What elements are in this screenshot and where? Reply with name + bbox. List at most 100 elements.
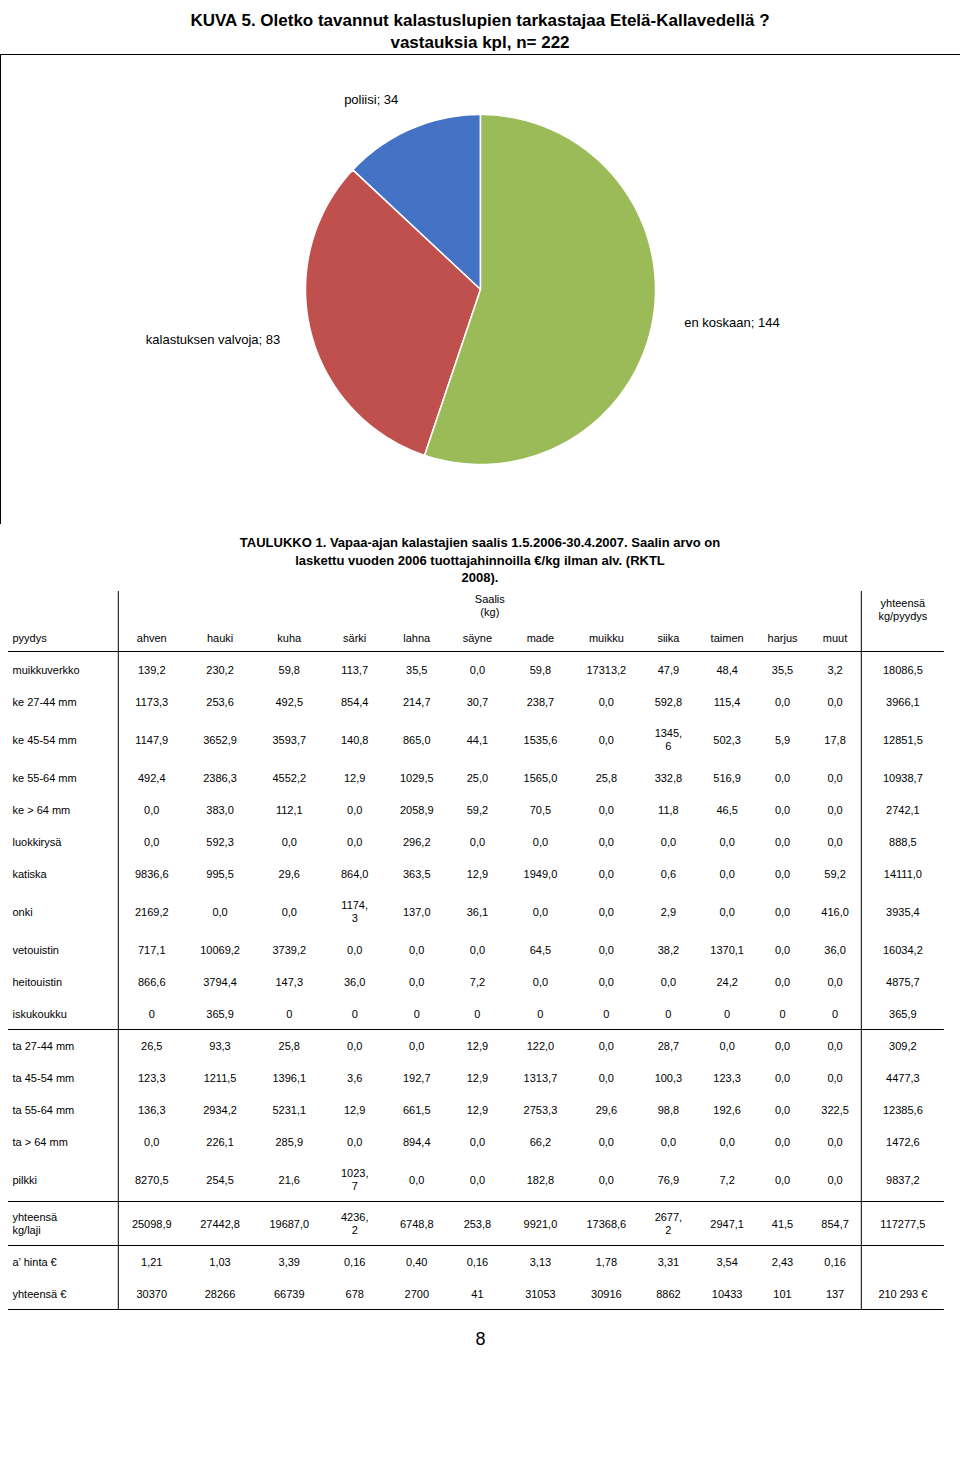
svg-text:0,0: 0,0 — [775, 905, 790, 917]
svg-text:0,0: 0,0 — [599, 1173, 614, 1185]
svg-text:28266: 28266 — [205, 1287, 236, 1299]
svg-text:0: 0 — [414, 1007, 420, 1019]
svg-text:0,0: 0,0 — [533, 975, 548, 987]
svg-text:17313,2: 17313,2 — [586, 663, 626, 675]
svg-text:0,0: 0,0 — [409, 1173, 424, 1185]
svg-text:0,0: 0,0 — [827, 1135, 842, 1147]
svg-text:0,0: 0,0 — [599, 975, 614, 987]
svg-text:4875,7: 4875,7 — [886, 975, 920, 987]
svg-text:0,0: 0,0 — [470, 1173, 485, 1185]
svg-text:137,0: 137,0 — [403, 905, 431, 917]
svg-text:123,3: 123,3 — [138, 1071, 166, 1083]
svg-text:0,0: 0,0 — [144, 803, 159, 815]
svg-text:1023,7: 1023,7 — [341, 1167, 369, 1192]
svg-text:5,9: 5,9 — [775, 733, 790, 745]
svg-text:36,0: 36,0 — [344, 975, 365, 987]
svg-text:0,0: 0,0 — [599, 695, 614, 707]
svg-text:10069,2: 10069,2 — [200, 943, 240, 955]
svg-text:3,39: 3,39 — [279, 1255, 300, 1267]
svg-text:3,54: 3,54 — [716, 1255, 737, 1267]
svg-text:1029,5: 1029,5 — [400, 771, 434, 783]
svg-text:48,4: 48,4 — [716, 663, 737, 675]
svg-text:30916: 30916 — [591, 1287, 622, 1299]
svg-text:12,9: 12,9 — [467, 1071, 488, 1083]
svg-text:416,0: 416,0 — [821, 905, 849, 917]
svg-text:296,2: 296,2 — [403, 835, 431, 847]
svg-text:10938,7: 10938,7 — [883, 771, 923, 783]
svg-text:0,0: 0,0 — [775, 695, 790, 707]
svg-text:3966,1: 3966,1 — [886, 695, 920, 707]
svg-text:ke 27-44 mm: ke 27-44 mm — [13, 695, 77, 707]
svg-text:2700: 2700 — [405, 1287, 429, 1299]
svg-text:29,6: 29,6 — [596, 1103, 617, 1115]
svg-text:8862: 8862 — [656, 1287, 680, 1299]
svg-text:3593,7: 3593,7 — [272, 733, 306, 745]
svg-text:864,0: 864,0 — [341, 867, 369, 879]
svg-text:44,1: 44,1 — [467, 733, 488, 745]
svg-text:285,9: 285,9 — [276, 1135, 304, 1147]
svg-text:0,0: 0,0 — [470, 663, 485, 675]
svg-text:harjus: harjus — [768, 631, 798, 643]
svg-text:yhteensäkg/laji: yhteensäkg/laji — [13, 1211, 59, 1236]
svg-text:30370: 30370 — [136, 1287, 167, 1299]
svg-text:0,0: 0,0 — [282, 905, 297, 917]
svg-text:3,6: 3,6 — [347, 1071, 362, 1083]
svg-text:888,5: 888,5 — [889, 835, 917, 847]
svg-text:0,0: 0,0 — [827, 1039, 842, 1051]
svg-text:7,2: 7,2 — [719, 1173, 734, 1185]
svg-text:8270,5: 8270,5 — [135, 1173, 169, 1185]
svg-text:12,9: 12,9 — [467, 1103, 488, 1115]
svg-text:ta 55-64 mm: ta 55-64 mm — [13, 1103, 75, 1115]
svg-text:0,0: 0,0 — [599, 943, 614, 955]
svg-text:192,7: 192,7 — [403, 1071, 431, 1083]
svg-text:5231,1: 5231,1 — [272, 1103, 306, 1115]
svg-text:21,6: 21,6 — [279, 1173, 300, 1185]
svg-text:pilkki: pilkki — [13, 1173, 37, 1185]
svg-text:2947,1: 2947,1 — [710, 1217, 744, 1229]
svg-text:253,6: 253,6 — [206, 695, 234, 707]
svg-text:66739: 66739 — [274, 1287, 305, 1299]
svg-text:yhteensä €: yhteensä € — [13, 1287, 67, 1299]
svg-text:0,0: 0,0 — [599, 1039, 614, 1051]
svg-text:717,1: 717,1 — [138, 943, 166, 955]
svg-text:vetouistin: vetouistin — [13, 943, 59, 955]
svg-text:995,5: 995,5 — [206, 867, 234, 879]
svg-text:made: made — [527, 631, 555, 643]
svg-text:1211,5: 1211,5 — [204, 1071, 237, 1083]
svg-text:0,0: 0,0 — [347, 1039, 362, 1051]
svg-text:pyydys: pyydys — [13, 631, 48, 643]
svg-text:0: 0 — [724, 1007, 730, 1019]
svg-text:865,0: 865,0 — [403, 733, 431, 745]
svg-text:19687,0: 19687,0 — [269, 1217, 309, 1229]
svg-text:2,43: 2,43 — [772, 1255, 793, 1267]
svg-text:113,7: 113,7 — [341, 663, 368, 675]
svg-text:59,2: 59,2 — [824, 867, 845, 879]
svg-text:492,4: 492,4 — [138, 771, 166, 783]
svg-text:866,6: 866,6 — [138, 975, 166, 987]
svg-text:3,2: 3,2 — [827, 663, 842, 675]
svg-text:0,0: 0,0 — [533, 905, 548, 917]
svg-text:70,5: 70,5 — [530, 803, 551, 815]
svg-text:140,8: 140,8 — [341, 733, 369, 745]
svg-text:0,0: 0,0 — [470, 1135, 485, 1147]
svg-text:230,2: 230,2 — [206, 663, 234, 675]
svg-text:3739,2: 3739,2 — [272, 943, 306, 955]
svg-text:27442,8: 27442,8 — [200, 1217, 240, 1229]
svg-text:122,0: 122,0 — [527, 1039, 555, 1051]
svg-text:0,0: 0,0 — [599, 867, 614, 879]
svg-text:3652,9: 3652,9 — [203, 733, 237, 745]
svg-text:lahna: lahna — [403, 631, 431, 643]
svg-text:4236,2: 4236,2 — [341, 1211, 369, 1236]
svg-text:139,2: 139,2 — [138, 663, 166, 675]
svg-text:0,0: 0,0 — [347, 1135, 362, 1147]
svg-text:0,0: 0,0 — [775, 1103, 790, 1115]
svg-text:a’ hinta €: a’ hinta € — [13, 1255, 57, 1267]
svg-text:76,9: 76,9 — [658, 1173, 679, 1185]
svg-text:365,9: 365,9 — [889, 1007, 917, 1019]
svg-text:678: 678 — [346, 1287, 364, 1299]
svg-text:661,5: 661,5 — [403, 1103, 431, 1115]
svg-text:332,8: 332,8 — [655, 771, 683, 783]
svg-text:en koskaan; 144: en koskaan; 144 — [684, 315, 779, 330]
svg-text:136,3: 136,3 — [138, 1103, 166, 1115]
svg-text:28,7: 28,7 — [658, 1039, 679, 1051]
